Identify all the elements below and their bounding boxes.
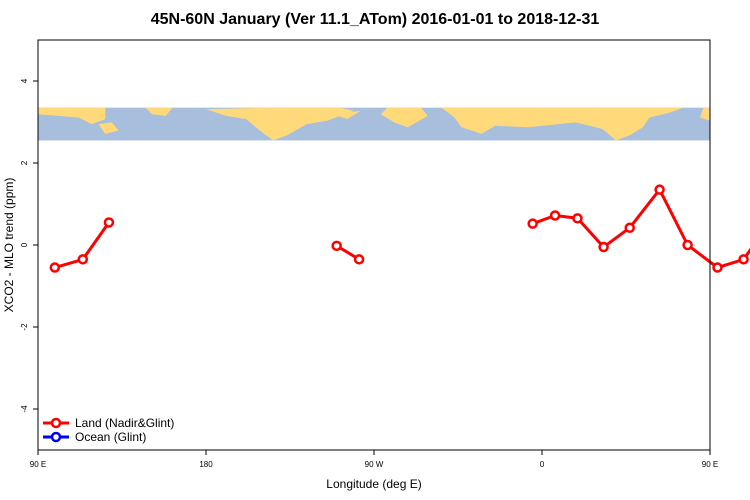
plot-frame xyxy=(37,39,711,451)
data-point xyxy=(624,222,635,234)
map-land xyxy=(38,107,106,125)
data-point xyxy=(331,240,342,252)
map-land xyxy=(380,107,428,128)
data-point xyxy=(598,241,609,253)
map-land xyxy=(333,110,361,120)
legend-item-land: Land (Nadir&Glint) xyxy=(43,416,174,430)
data-point xyxy=(77,254,89,265)
legend-label-ocean: Ocean (Glint) xyxy=(75,430,146,444)
x-tick-label: 90 E xyxy=(702,460,718,469)
series-layer xyxy=(49,184,750,273)
data-point xyxy=(527,218,538,229)
x-tick-label: 90 W xyxy=(365,460,384,469)
data-point xyxy=(682,239,693,251)
x-tick-label: 90 E xyxy=(30,460,46,469)
data-point xyxy=(712,262,723,273)
y-axis: -4 -2 0 2 4 xyxy=(20,78,38,413)
data-point xyxy=(738,254,749,265)
map-land xyxy=(145,107,173,116)
data-point xyxy=(103,217,115,228)
legend-label-land: Land (Nadir&Glint) xyxy=(75,416,174,430)
y-axis-label: XCO2 - MLO trend (ppm) xyxy=(2,178,16,313)
data-point xyxy=(549,210,561,221)
y-tick-label: -4 xyxy=(20,405,29,413)
x-axis-label: Longitude (deg E) xyxy=(326,477,421,491)
data-point xyxy=(49,262,61,273)
y-tick-label: 0 xyxy=(20,242,29,247)
map-land xyxy=(699,107,710,121)
x-tick-label: 0 xyxy=(540,460,545,469)
map-land xyxy=(206,107,354,141)
data-point xyxy=(353,254,365,265)
map-land xyxy=(98,122,119,134)
legend-marker-land xyxy=(50,417,62,429)
series-line xyxy=(532,188,750,270)
y-tick-label: -2 xyxy=(20,323,29,331)
y-tick-label: 2 xyxy=(20,160,29,165)
world-map-strip xyxy=(38,107,710,141)
x-axis: 90 E 180 90 W 0 90 E xyxy=(30,450,718,469)
legend-item-ocean: Ocean (Glint) xyxy=(43,430,146,444)
x-tick-label: 180 xyxy=(199,460,213,469)
data-point xyxy=(654,184,665,195)
legend: Land (Nadir&Glint) Ocean (Glint) xyxy=(43,416,174,444)
legend-marker-ocean xyxy=(50,431,62,443)
data-point xyxy=(572,213,583,224)
y-tick-label: 4 xyxy=(20,78,29,83)
map-land xyxy=(441,107,684,141)
chart-title: 45N-60N January (Ver 11.1_ATom) 2016-01-… xyxy=(151,11,600,28)
